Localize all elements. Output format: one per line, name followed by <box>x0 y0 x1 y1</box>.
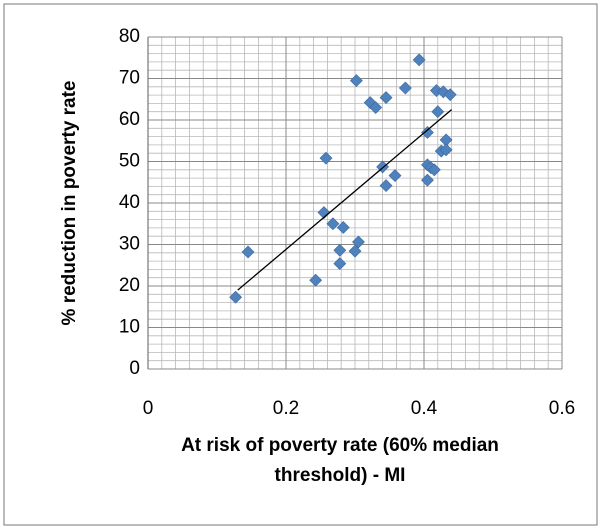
y-tick-label: 80 <box>119 26 140 47</box>
point <box>443 88 457 102</box>
y-tick-label: 10 <box>119 317 140 338</box>
marks <box>229 53 457 304</box>
x-tick-label: 0.2 <box>273 398 299 419</box>
point <box>379 91 393 105</box>
point <box>379 179 393 192</box>
point <box>349 74 363 87</box>
x-axis-title: threshold) - MI <box>275 465 406 486</box>
point <box>348 244 362 258</box>
point <box>319 151 333 165</box>
x-tick-label: 0 <box>143 398 154 419</box>
point <box>333 257 347 271</box>
y-tick-label: 50 <box>119 151 140 172</box>
y-tick-label: 60 <box>119 109 140 130</box>
trend-line <box>237 109 453 291</box>
y-tick-label: 20 <box>119 275 140 296</box>
grid <box>147 36 563 370</box>
y-axis-title: % reduction in poverty rate <box>59 81 80 326</box>
point <box>336 221 350 234</box>
y-tick-label: 70 <box>119 68 140 89</box>
y-tick-label: 30 <box>119 234 140 255</box>
chart-border <box>3 3 598 526</box>
point <box>431 105 445 119</box>
x-tick-label: 0.4 <box>411 398 438 419</box>
point <box>427 163 441 177</box>
point <box>352 235 365 249</box>
point <box>421 173 434 187</box>
y-tick-label: 40 <box>119 192 140 213</box>
point <box>439 143 453 157</box>
point <box>229 290 243 304</box>
point <box>369 101 383 114</box>
point <box>398 81 412 95</box>
y-tick-label: 0 <box>129 358 140 379</box>
point <box>421 126 434 139</box>
x-tick-label: 0.6 <box>549 398 575 419</box>
point <box>241 245 255 259</box>
point <box>326 217 340 231</box>
point <box>388 169 402 183</box>
point <box>309 273 323 287</box>
point <box>333 243 347 257</box>
point <box>412 53 426 67</box>
x-axis-title: At risk of poverty rate (60% median <box>181 435 499 456</box>
